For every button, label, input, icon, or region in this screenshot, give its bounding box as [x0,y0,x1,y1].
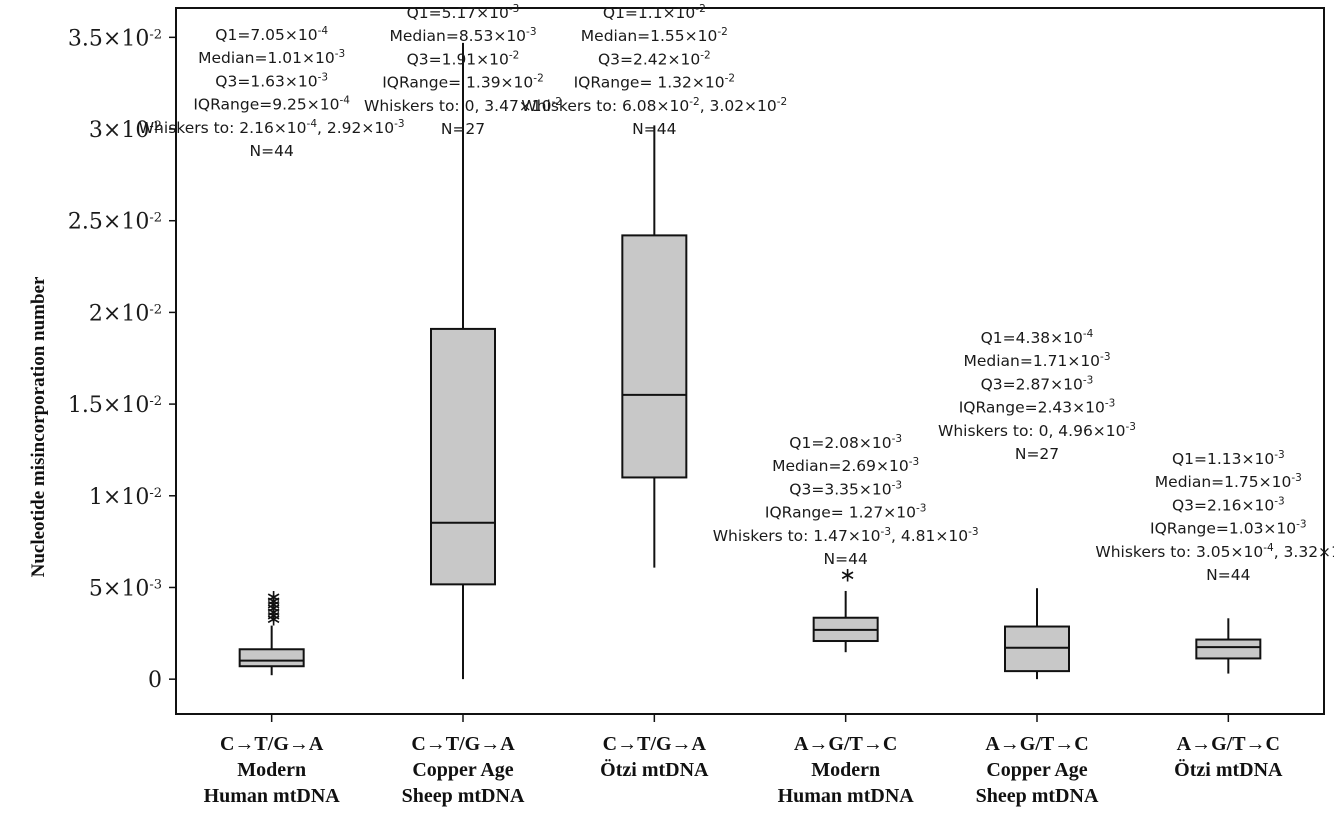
box-stats-label: IQRange=9.25×10-4 [193,95,350,114]
outlier-marker: ∗ [265,603,282,627]
box-stats-label: Whiskers to: 2.16×10-4, 2.92×10-3 [139,118,405,137]
outlier-marker: ∗ [265,588,282,612]
outlier-marker: ∗ [265,596,282,620]
box-stats-label: N=44 [250,142,294,160]
x-category-label: A→G/T→C [985,733,1088,755]
box-stats-label: Whiskers to: 0, 4.96×10-3 [938,421,1136,440]
x-category-label: A→G/T→C [1177,733,1280,755]
box-stats-label: Q1=5.17×10-3 [407,3,520,22]
box-stats-label: Q3=2.42×10-2 [598,49,711,68]
box-stats-label: Q3=3.35×10-3 [789,479,902,498]
x-category-label: Copper Age [986,759,1087,781]
box-stats-label: Median=8.53×10-3 [389,26,536,45]
x-category-label: C→T/G→A [603,733,707,755]
y-tick-label: 5×10-3 [89,576,162,601]
outlier-marker: ∗ [265,599,282,623]
x-category-label: Human mtDNA [204,785,341,807]
x-category-label: Modern [237,759,306,781]
x-category-label: Human mtDNA [778,785,915,807]
x-category-label: Modern [811,759,880,781]
box-iqr [430,327,496,586]
box-stats-label: N=44 [824,550,868,568]
x-category-label: C→T/G→A [411,733,515,755]
y-tick-label: 2.5×10-2 [68,210,162,235]
y-tick-label: 3×10-2 [89,118,162,143]
box-stats-label: Median=1.71×10-3 [963,351,1110,370]
box-stats-label: Whiskers to: 1.47×10-3, 4.81×10-3 [713,526,979,545]
box-stats-label: IQRange=2.43×10-3 [959,398,1116,417]
y-tick-label: 3.5×10-2 [68,26,162,51]
box-stats-label: Q1=1.13×10-3 [1172,449,1285,468]
y-tick-label: 1×10-2 [89,485,162,510]
y-tick-label: 1.5×10-2 [68,393,162,418]
plot-frame [175,7,1325,715]
box-stats-label: Q3=2.16×10-3 [1172,495,1285,514]
x-category-label: C→T/G→A [220,733,324,755]
box-stats-label: Q1=4.38×10-4 [981,328,1094,347]
box-iqr [238,648,305,668]
x-category-label: A→G/T→C [794,733,897,755]
outlier-marker: ∗ [839,563,856,587]
box-stats-label: Q3=2.87×10-3 [981,374,1094,393]
box-stats-label: Q3=1.91×10-2 [407,49,520,68]
box-stats-label: IQRange= 1.32×10-2 [574,73,736,92]
box-iqr [1004,625,1070,673]
y-axis-label: Nucleotide misincorporation number [28,276,49,577]
box-stats-label: Median=1.01×10-3 [198,48,345,67]
y-tick-label: 2×10-2 [89,301,162,326]
box-iqr [621,234,688,479]
x-category-label: Sheep mtDNA [976,785,1099,807]
box-stats-label: Q1=1.1×10-2 [603,3,706,22]
outlier-marker: ∗ [265,592,282,616]
x-category-label: Sheep mtDNA [402,785,525,807]
box-stats-label: N=27 [1015,445,1059,463]
y-tick-label: 0 [148,668,162,693]
box-stats-label: IQRange= 1.39×10-2 [382,73,544,92]
outlier-marker: ∗ [265,607,282,631]
box-stats-label: Median=1.55×10-2 [581,26,728,45]
box-stats-label: N=44 [1206,566,1250,584]
x-category-label: Copper Age [412,759,513,781]
box-stats-label: N=27 [441,120,485,138]
box-stats-label: N=44 [632,120,676,138]
box-iqr [1195,638,1262,660]
box-stats-label: Whiskers to: 6.08×10-2, 3.02×10-2 [521,96,787,115]
box-stats-label: Median=1.75×10-3 [1155,472,1302,491]
box-stats-label: Whiskers to: 0, 3.47×10-2 [364,96,562,115]
box-stats-label: Whiskers to: 3.05×10-4, 3.32×10-3 [1095,542,1334,561]
box-stats-label: IQRange= 1.27×10-3 [765,503,927,522]
x-category-label: Ötzi mtDNA [600,758,709,781]
box-stats-label: Median=2.69×10-3 [772,456,919,475]
box-stats-label: Q1=7.05×10-4 [215,25,328,44]
x-category-label: Ötzi mtDNA [1174,758,1283,781]
box-stats-label: Q3=1.63×10-3 [215,71,328,90]
box-stats-label: Q1=2.08×10-3 [789,433,902,452]
outlier-marker: ∗ [265,585,282,609]
box-stats-label: IQRange=1.03×10-3 [1150,519,1307,538]
